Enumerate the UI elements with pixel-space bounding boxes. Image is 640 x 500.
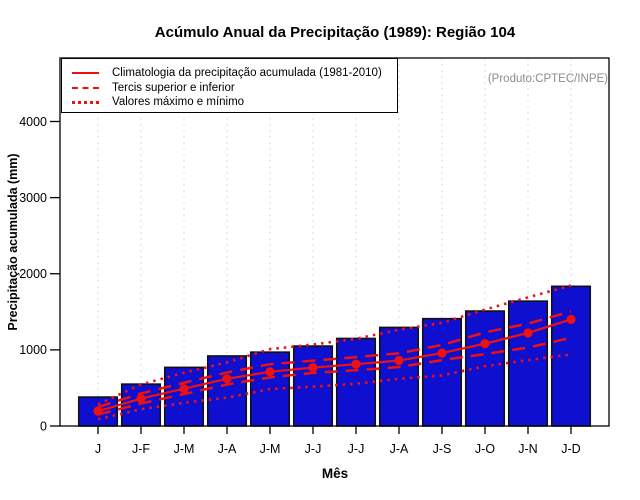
y-axis-title: Precipitação acumulada (mm) bbox=[6, 153, 20, 331]
legend-dashed-line-swatch bbox=[72, 86, 99, 89]
x-tick-label: J-S bbox=[433, 442, 452, 456]
x-tick-label: J-F bbox=[132, 442, 150, 456]
y-tick-label: 0 bbox=[40, 419, 47, 433]
x-tick-label: J-J bbox=[305, 442, 322, 456]
legend-label-tercis: Tercis superior e inferior bbox=[112, 81, 235, 94]
line-solid bbox=[97, 318, 572, 413]
climatology-point-2 bbox=[136, 393, 146, 404]
x-tick-label: J-M bbox=[260, 442, 281, 456]
bar-month-2 bbox=[120, 383, 162, 427]
bar-month-4 bbox=[206, 355, 248, 427]
bar-month-10 bbox=[464, 310, 506, 427]
y-tick-label: 2000 bbox=[19, 267, 47, 281]
climatology-point-9 bbox=[437, 348, 447, 358]
x-tick-label: J-D bbox=[561, 442, 580, 456]
climatology-point-5 bbox=[265, 367, 275, 377]
y-tick-label: 1000 bbox=[19, 343, 47, 357]
climatology-point-6 bbox=[308, 362, 318, 373]
climatology-point-10 bbox=[480, 339, 490, 349]
line-dashed bbox=[97, 310, 572, 409]
climatology-point-3 bbox=[179, 384, 189, 394]
bar-month-8 bbox=[378, 326, 420, 427]
legend-item-tercis: Tercis superior e inferior bbox=[72, 81, 397, 96]
x-tick-label: J-A bbox=[218, 442, 237, 456]
y-tick-label: 3000 bbox=[19, 191, 47, 205]
product-note: (Produto:CPTEC/INPE) bbox=[487, 73, 608, 85]
legend-item-climatology: Climatologia da precipitação acumulada (… bbox=[72, 66, 397, 81]
line-dotted bbox=[97, 284, 572, 406]
line-dashed bbox=[97, 336, 572, 416]
chart-title: Acúmulo Anual da Precipitação (1989): Re… bbox=[154, 24, 516, 41]
climatology-point-11 bbox=[523, 328, 533, 338]
legend-label-climatology: Climatologia da precipitação acumulada (… bbox=[112, 67, 382, 80]
legend-label-max-min: Valores máximo e mínimo bbox=[112, 96, 245, 109]
x-tick-label: J-A bbox=[390, 442, 409, 456]
climatology-point-4 bbox=[222, 374, 232, 384]
x-tick-label: J-J bbox=[348, 442, 365, 456]
legend-dotted-line-swatch bbox=[72, 100, 99, 104]
x-tick-label: J-M bbox=[174, 442, 195, 456]
x-tick-label: J bbox=[95, 442, 101, 456]
climatology-point-1 bbox=[93, 406, 103, 416]
climatology-point-7 bbox=[351, 359, 361, 369]
y-tick-label: 4000 bbox=[19, 115, 47, 129]
x-tick-label: J-O bbox=[475, 442, 495, 456]
x-tick-label: J-N bbox=[518, 442, 537, 456]
legend-solid-line-swatch bbox=[72, 72, 99, 75]
bar-month-11 bbox=[507, 300, 549, 427]
climatology-point-12 bbox=[566, 314, 576, 325]
legend-box: Climatologia da precipitação acumulada (… bbox=[61, 58, 398, 113]
bar-month-12 bbox=[550, 285, 592, 427]
bar-month-7 bbox=[335, 337, 377, 427]
line-dotted bbox=[97, 353, 572, 421]
climatology-point-8 bbox=[394, 355, 404, 366]
legend-item-max-min: Valores máximo e mínimo bbox=[72, 95, 397, 110]
x-axis-title: Mês bbox=[321, 466, 349, 481]
